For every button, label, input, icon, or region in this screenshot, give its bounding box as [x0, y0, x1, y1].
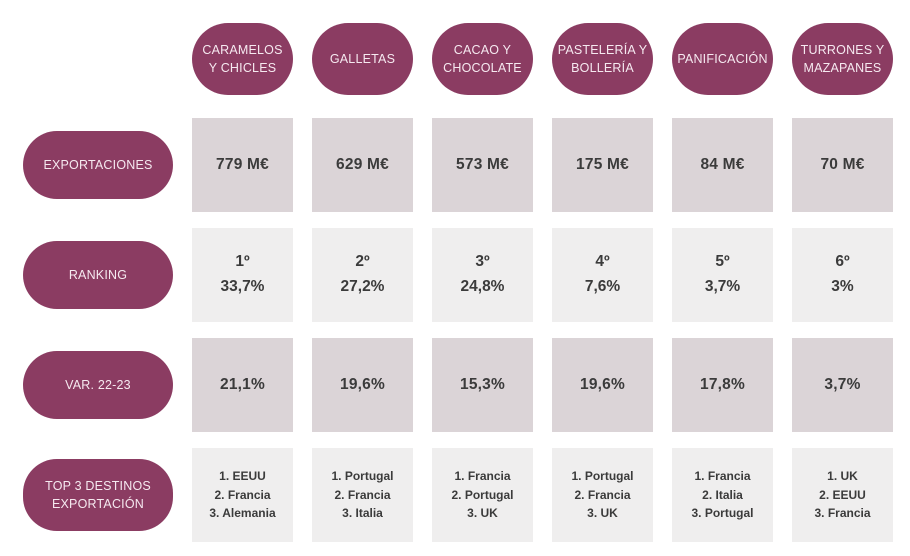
- column-header-row: CARAMELOS Y CHICLES GALLETAS CACAO Y CHO…: [23, 23, 893, 95]
- cell-var-turrones: 3,7%: [792, 338, 893, 432]
- destination-3: 3. UK: [467, 506, 498, 521]
- cell-var-caramelos: 21,1%: [192, 338, 293, 432]
- cell-value: 629 M€: [336, 156, 389, 173]
- cell-exportaciones-panificacion: 84 M€: [672, 118, 773, 212]
- row-top3-destinos: TOP 3 DESTINOS EXPORTACIÓN 1. EEUU 2. Fr…: [23, 448, 893, 542]
- row-var-22-23: VAR. 22-23 21,1% 19,6% 15,3% 19,6% 17,8%…: [23, 338, 893, 432]
- destination-1: 1. Portugal: [571, 469, 634, 484]
- cell-value: 21,1%: [220, 376, 265, 393]
- rank-position: 3º: [475, 253, 490, 271]
- row-label-ranking: RANKING: [23, 241, 173, 309]
- cell-value: 70 M€: [820, 156, 865, 173]
- cell-exportaciones-turrones: 70 M€: [792, 118, 893, 212]
- destination-1: 1. UK: [827, 469, 858, 484]
- row-label-exportaciones: EXPORTACIONES: [23, 131, 173, 199]
- destination-1: 1. EEUU: [219, 469, 266, 484]
- col-header-galletas: GALLETAS: [312, 23, 413, 95]
- destination-3: 3. Italia: [342, 506, 383, 521]
- col-header-turrones-y-mazapanes: TURRONES Y MAZAPANES: [792, 23, 893, 95]
- cell-top3-caramelos: 1. EEUU 2. Francia 3. Alemania: [192, 448, 293, 542]
- col-header-cacao-y-chocolate: CACAO Y CHOCOLATE: [432, 23, 533, 95]
- cell-value: 19,6%: [580, 376, 625, 393]
- cell-value: 17,8%: [700, 376, 745, 393]
- destination-1: 1. Francia: [454, 469, 511, 484]
- rank-share: 24,8%: [460, 278, 505, 295]
- rank-position: 2º: [355, 253, 370, 271]
- cell-exportaciones-pasteleria: 175 M€: [552, 118, 653, 212]
- cell-value: 779 M€: [216, 156, 269, 173]
- destination-3: 3. Francia: [814, 506, 871, 521]
- destination-2: 2. EEUU: [819, 487, 866, 502]
- cell-value: 175 M€: [576, 156, 629, 173]
- destination-2: 2. Francia: [334, 487, 391, 502]
- rank-share: 33,7%: [220, 278, 265, 295]
- row-label-top3-destinos: TOP 3 DESTINOS EXPORTACIÓN: [23, 459, 173, 531]
- cell-value: 84 M€: [700, 156, 745, 173]
- rank-share: 3%: [831, 278, 854, 295]
- rank-share: 27,2%: [340, 278, 385, 295]
- rank-position: 1º: [235, 253, 250, 271]
- col-header-pasteleria-y-bolleria: PASTELERÍA Y BOLLERÍA: [552, 23, 653, 95]
- destination-2: 2. Francia: [574, 487, 631, 502]
- rank-position: 4º: [595, 253, 610, 271]
- cell-exportaciones-galletas: 629 M€: [312, 118, 413, 212]
- cell-ranking-cacao: 3º 24,8%: [432, 228, 533, 322]
- cell-top3-turrones: 1. UK 2. EEUU 3. Francia: [792, 448, 893, 542]
- destination-3: 3. Alemania: [209, 506, 276, 521]
- rank-position: 5º: [715, 253, 730, 271]
- cell-exportaciones-cacao: 573 M€: [432, 118, 533, 212]
- destination-1: 1. Portugal: [331, 469, 394, 484]
- row-ranking: RANKING 1º 33,7% 2º 27,2% 3º 24,8% 4º 7,…: [23, 228, 893, 322]
- cell-ranking-galletas: 2º 27,2%: [312, 228, 413, 322]
- col-header-panificacion: PANIFICACIÓN: [672, 23, 773, 95]
- cell-var-cacao: 15,3%: [432, 338, 533, 432]
- destination-2: 2. Italia: [702, 487, 743, 502]
- corner-spacer: [23, 23, 173, 95]
- cell-top3-pasteleria: 1. Portugal 2. Francia 3. UK: [552, 448, 653, 542]
- rank-share: 7,6%: [584, 278, 621, 295]
- destination-2: 2. Francia: [214, 487, 271, 502]
- row-label-var-22-23: VAR. 22-23: [23, 351, 173, 419]
- cell-value: 15,3%: [460, 376, 505, 393]
- cell-value: 19,6%: [340, 376, 385, 393]
- cell-value: 3,7%: [824, 376, 861, 393]
- destination-3: 3. Portugal: [691, 506, 754, 521]
- cell-ranking-caramelos: 1º 33,7%: [192, 228, 293, 322]
- cell-ranking-turrones: 6º 3%: [792, 228, 893, 322]
- cell-var-galletas: 19,6%: [312, 338, 413, 432]
- cell-top3-panificacion: 1. Francia 2. Italia 3. Portugal: [672, 448, 773, 542]
- cell-exportaciones-caramelos: 779 M€: [192, 118, 293, 212]
- destination-2: 2. Portugal: [451, 487, 514, 502]
- cell-value: 573 M€: [456, 156, 509, 173]
- rank-position: 6º: [835, 253, 850, 271]
- cell-var-panificacion: 17,8%: [672, 338, 773, 432]
- row-exportaciones: EXPORTACIONES 779 M€ 629 M€ 573 M€ 175 M…: [23, 118, 893, 212]
- col-header-caramelos-y-chicles: CARAMELOS Y CHICLES: [192, 23, 293, 95]
- destination-1: 1. Francia: [694, 469, 751, 484]
- cell-top3-galletas: 1. Portugal 2. Francia 3. Italia: [312, 448, 413, 542]
- cell-var-pasteleria: 19,6%: [552, 338, 653, 432]
- cell-ranking-pasteleria: 4º 7,6%: [552, 228, 653, 322]
- cell-ranking-panificacion: 5º 3,7%: [672, 228, 773, 322]
- destination-3: 3. UK: [587, 506, 618, 521]
- cell-top3-cacao: 1. Francia 2. Portugal 3. UK: [432, 448, 533, 542]
- rank-share: 3,7%: [704, 278, 741, 295]
